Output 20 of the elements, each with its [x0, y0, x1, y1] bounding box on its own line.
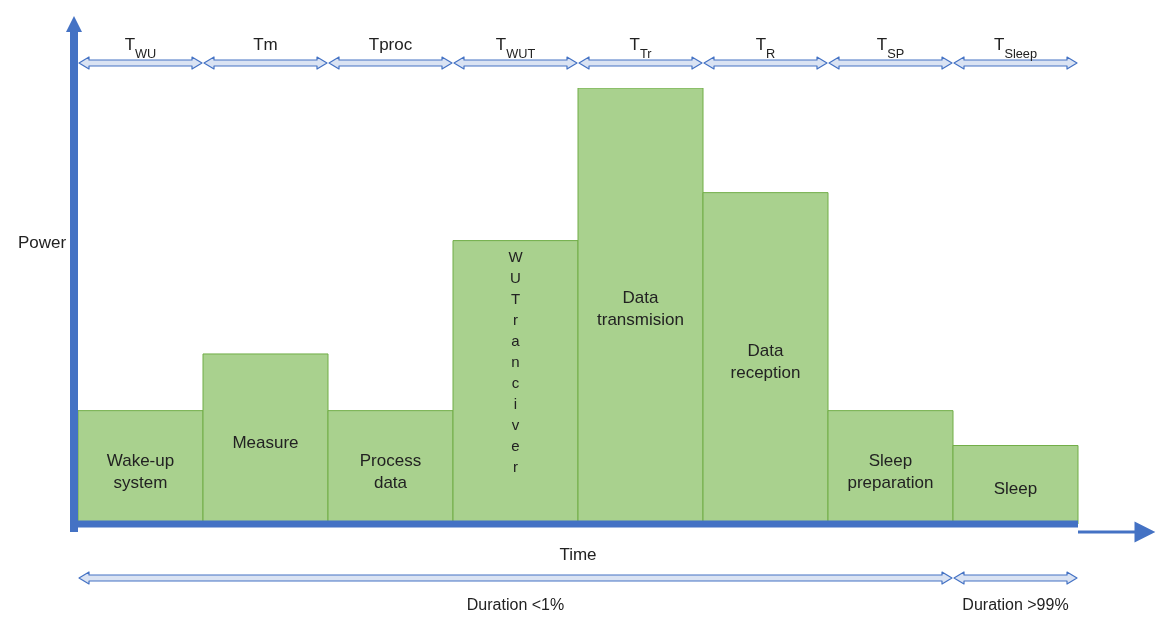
category-label: WUTranciver [508, 248, 523, 475]
text: Tm [253, 35, 278, 54]
x-tick-label: Wake-up system [106, 450, 175, 492]
x-tick-label: Data reception [730, 340, 801, 382]
text: T$_{Sleep}$ [993, 35, 1038, 61]
text: T$_{Tr}$ [629, 35, 653, 61]
text: Duration <1% [466, 596, 565, 613]
x-tick-label: Process data [359, 450, 422, 492]
x-tick-label: Data transmision [597, 288, 684, 329]
x-tick-label: Sleep preparation [847, 450, 934, 492]
text: T$_{WU}$ [124, 35, 157, 61]
x-tick-label: Sleep [993, 479, 1038, 499]
text: Duration >99% [962, 596, 1069, 613]
text: Tproc [368, 35, 413, 54]
x-tick-label: Measure [232, 433, 299, 453]
text: T$_{R}$ [755, 35, 776, 61]
x-axis-title: Time [559, 545, 597, 564]
text: T$_{WUT}$ [495, 35, 536, 61]
text: T$_{SP}$ [876, 35, 905, 61]
y-axis-title: Power [18, 233, 67, 252]
